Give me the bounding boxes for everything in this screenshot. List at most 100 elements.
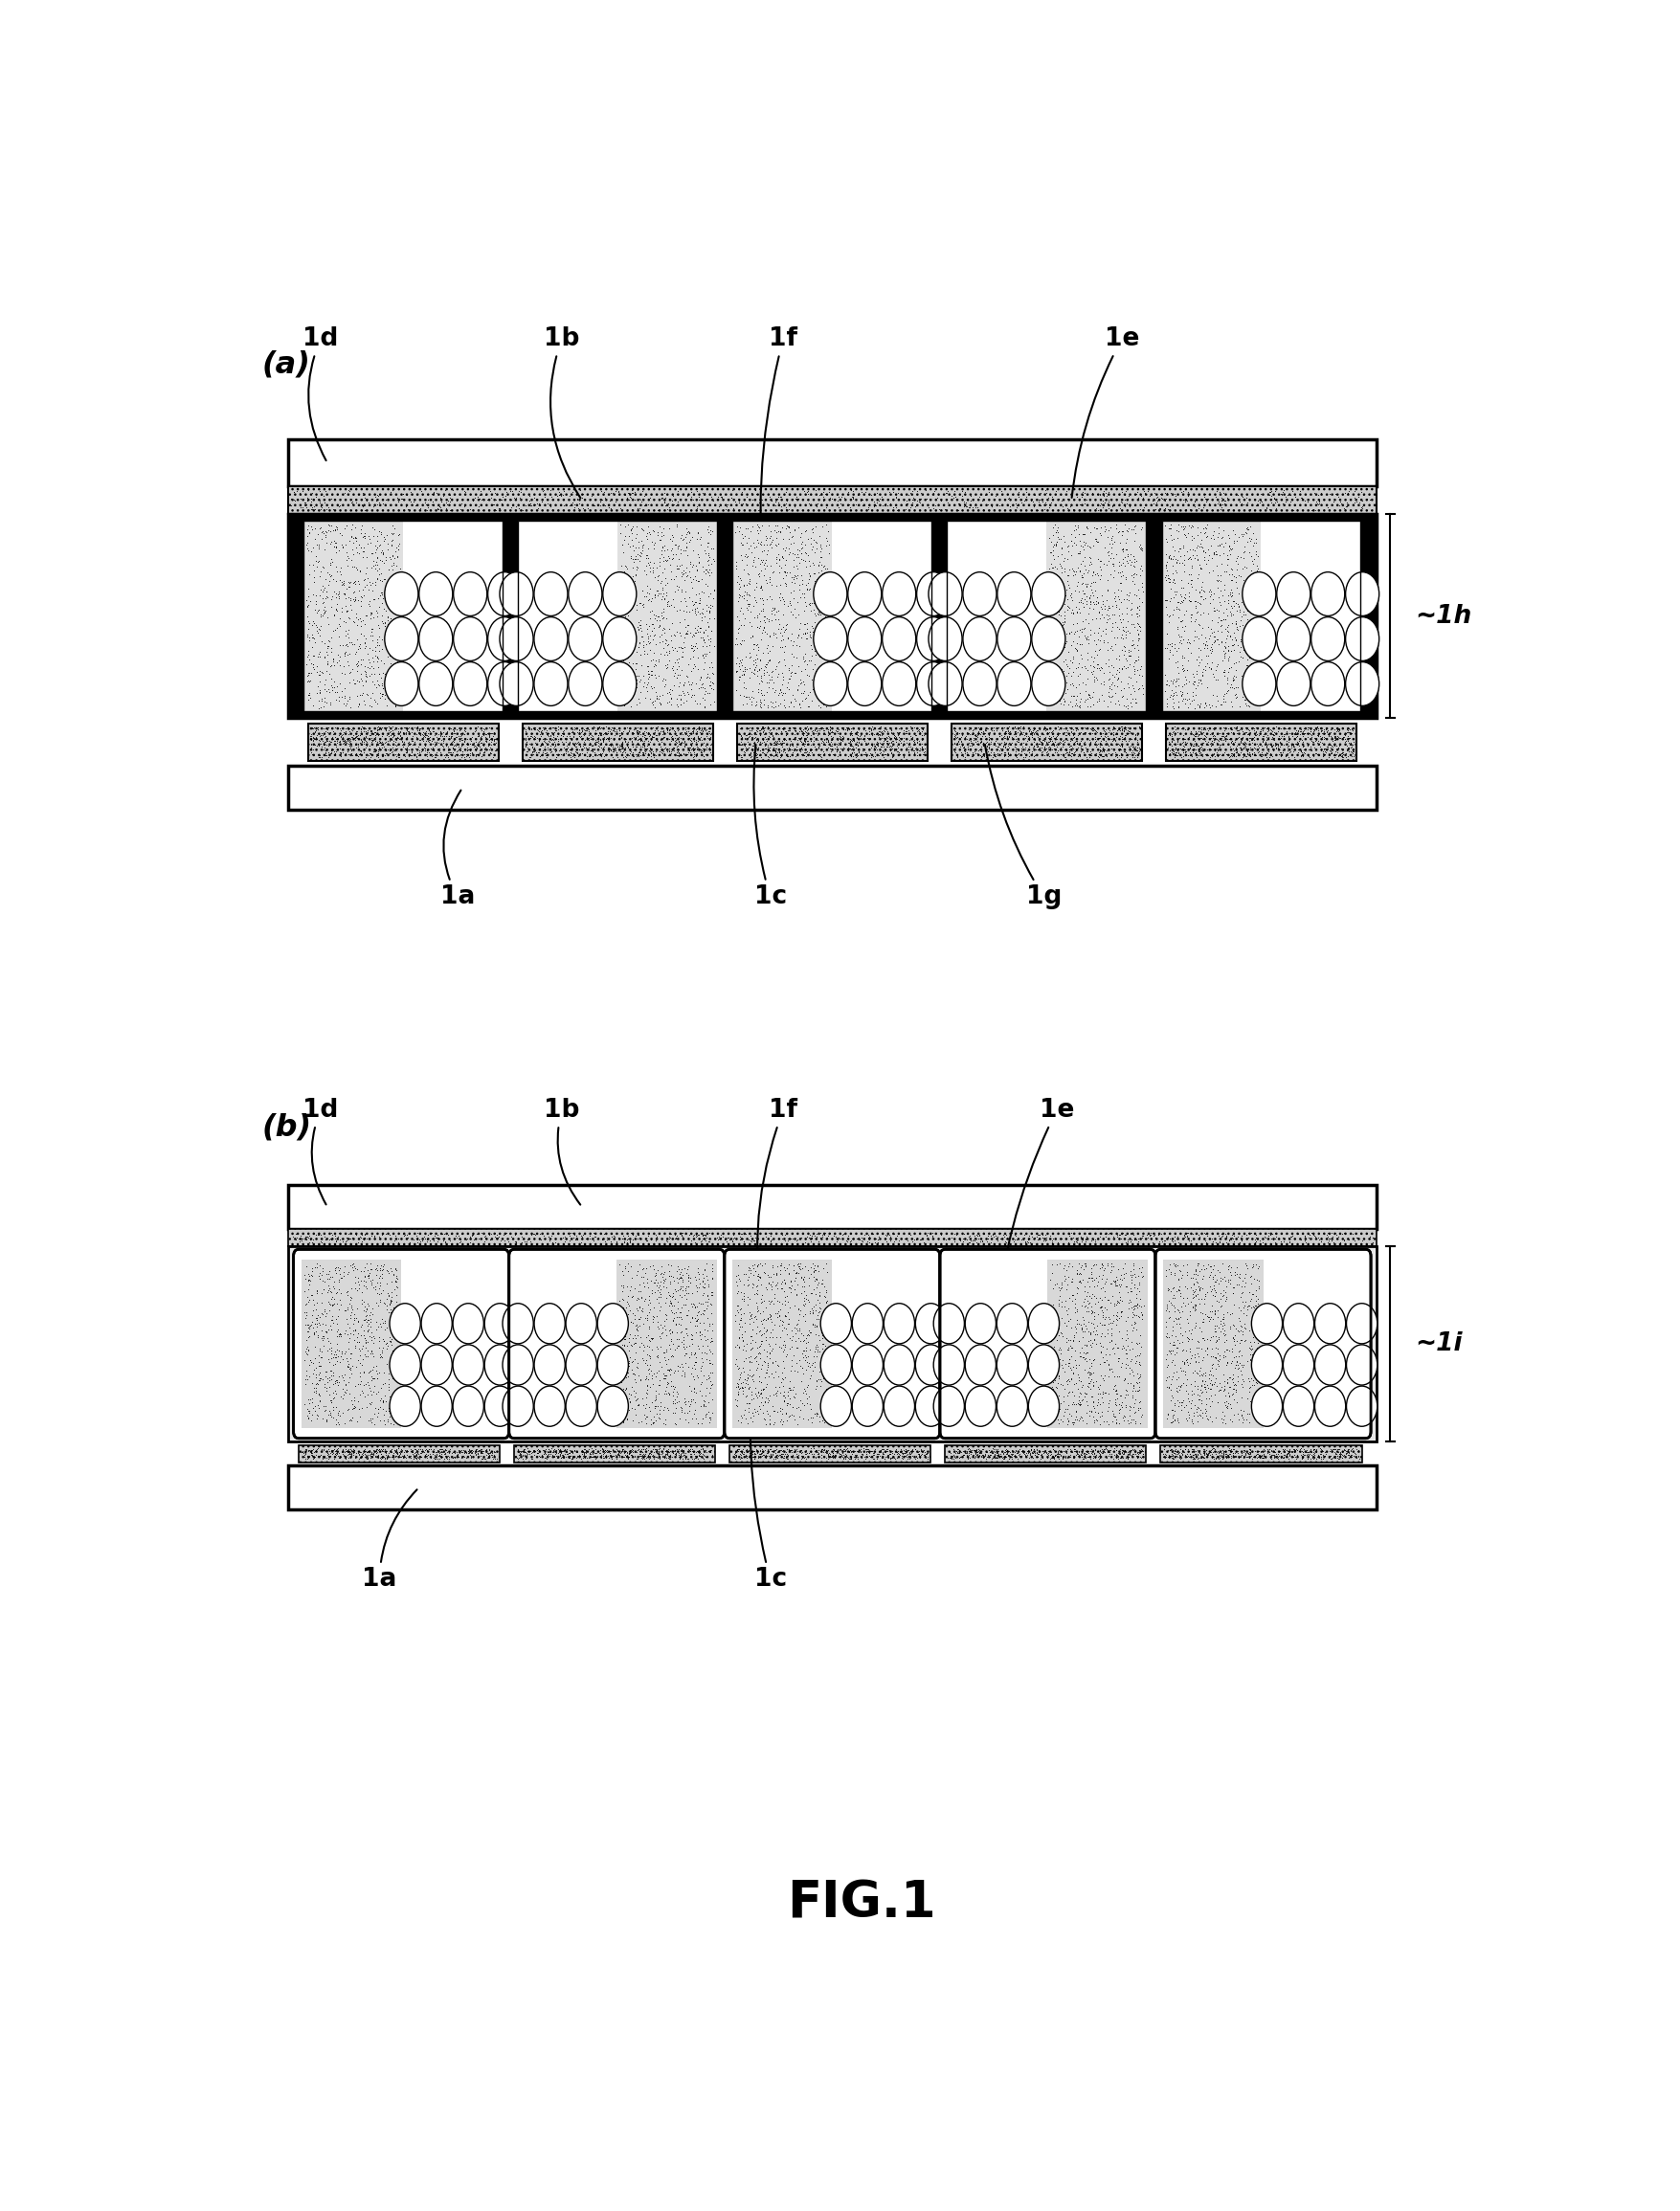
Point — [1134, 1220, 1161, 1256]
Point — [855, 1435, 882, 1470]
Point — [664, 551, 690, 586]
Point — [696, 1324, 722, 1360]
Point — [1168, 725, 1194, 761]
Point — [435, 738, 462, 774]
Point — [1332, 484, 1359, 520]
Point — [375, 533, 402, 568]
Point — [617, 1377, 643, 1413]
Point — [751, 533, 778, 568]
Point — [1075, 553, 1102, 588]
Point — [517, 710, 544, 745]
Point — [356, 1435, 383, 1470]
Point — [316, 546, 343, 581]
Point — [1097, 1251, 1124, 1287]
Point — [1250, 716, 1277, 752]
Point — [427, 480, 454, 515]
Point — [1210, 710, 1236, 745]
Point — [371, 1364, 398, 1400]
Point — [541, 725, 568, 761]
Point — [504, 491, 531, 526]
Point — [1060, 1404, 1087, 1439]
Point — [590, 1435, 617, 1470]
Point — [427, 1431, 454, 1466]
Point — [1057, 1362, 1084, 1397]
Point — [774, 1302, 801, 1338]
Point — [428, 1216, 455, 1251]
Point — [1040, 661, 1067, 696]
Point — [648, 531, 675, 566]
Point — [815, 646, 842, 681]
Point — [1173, 738, 1200, 774]
Point — [684, 719, 711, 754]
Point — [354, 1324, 381, 1360]
Point — [1238, 575, 1265, 610]
Point — [912, 1439, 939, 1475]
Point — [1334, 721, 1361, 756]
Point — [1090, 621, 1117, 657]
Point — [811, 1280, 838, 1316]
Point — [1327, 1435, 1354, 1470]
Point — [383, 480, 410, 515]
Point — [638, 1276, 665, 1311]
Point — [385, 1220, 412, 1256]
Point — [769, 1375, 796, 1411]
Point — [612, 721, 638, 756]
Point — [998, 1433, 1025, 1468]
Point — [526, 734, 553, 769]
Point — [795, 1269, 822, 1304]
Point — [1206, 573, 1233, 608]
Point — [610, 1327, 637, 1362]
Point — [682, 1344, 709, 1380]
Point — [780, 1389, 806, 1424]
Point — [677, 1265, 704, 1300]
Point — [637, 1223, 664, 1258]
Point — [803, 1395, 830, 1431]
Point — [727, 1439, 754, 1475]
Point — [1124, 1258, 1151, 1293]
Point — [1211, 1439, 1238, 1475]
Point — [1058, 716, 1085, 752]
Point — [528, 714, 554, 750]
Point — [654, 714, 680, 750]
Point — [531, 1435, 558, 1470]
Point — [333, 604, 360, 639]
Point — [648, 573, 675, 608]
Point — [1198, 719, 1225, 754]
Point — [766, 1256, 793, 1291]
Point — [596, 491, 623, 526]
Point — [778, 624, 805, 659]
Point — [1159, 677, 1186, 712]
Point — [1253, 1433, 1280, 1468]
Point — [1257, 721, 1284, 756]
Point — [1206, 564, 1233, 599]
Point — [346, 535, 373, 570]
Point — [1332, 732, 1359, 767]
Point — [1099, 486, 1126, 522]
Point — [1163, 723, 1189, 758]
Point — [684, 595, 711, 630]
Point — [623, 723, 650, 758]
Point — [1304, 486, 1331, 522]
Point — [736, 736, 763, 772]
Point — [512, 1442, 539, 1477]
Point — [319, 1433, 346, 1468]
Point — [694, 1384, 721, 1419]
Point — [738, 679, 764, 714]
Point — [1196, 725, 1223, 761]
Point — [1047, 579, 1074, 615]
Point — [309, 725, 336, 761]
Point — [633, 1223, 660, 1258]
Point — [361, 1320, 388, 1355]
Point — [612, 641, 638, 677]
Point — [648, 601, 675, 637]
Point — [1058, 595, 1085, 630]
Point — [578, 478, 605, 513]
Point — [1023, 1439, 1050, 1475]
Point — [993, 1220, 1020, 1256]
Point — [1102, 1402, 1129, 1437]
Point — [581, 1218, 608, 1254]
Point — [1105, 1395, 1132, 1431]
Point — [1025, 719, 1052, 754]
Point — [796, 1431, 823, 1466]
Point — [981, 1218, 1008, 1254]
